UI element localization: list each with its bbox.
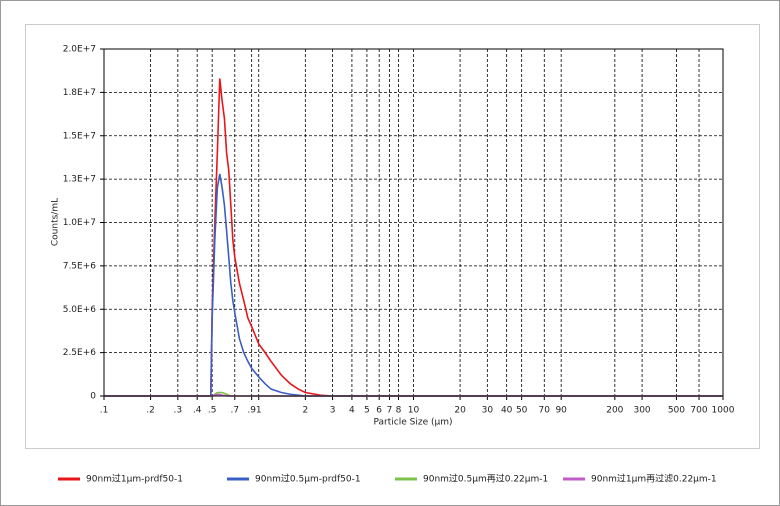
x-tick-label: 1000: [712, 406, 735, 416]
y-tick-label: 1.0E+7: [63, 218, 96, 228]
x-tick-label: 7: [387, 406, 393, 416]
legend-label: 90nm过1μm再过滤0.22μm-1: [591, 473, 717, 485]
x-tick-label: .5: [208, 406, 217, 416]
y-tick-label: 5.0E+6: [63, 305, 97, 315]
legend-label: 90nm过0.5μm-prdf50-1: [255, 473, 361, 485]
x-tick-label: 8: [396, 406, 402, 416]
x-tick-label: .2: [146, 406, 155, 416]
x-tick-label: .1: [100, 406, 109, 416]
x-tick-label: 6: [376, 406, 382, 416]
x-tick-label: 500: [668, 406, 685, 416]
x-tick-label: 70: [539, 406, 551, 416]
x-tick-label: .4: [193, 406, 202, 416]
x-tick-label: 30: [482, 406, 494, 416]
x-tick-label: 4: [349, 406, 355, 416]
x-tick-label: .7: [230, 406, 239, 416]
y-tick-label: 1.3E+7: [63, 175, 96, 185]
plot-frame: [103, 48, 724, 397]
y-tick-label: 1.8E+7: [63, 88, 96, 98]
series-line: [104, 78, 723, 397]
x-tick-label: 5: [364, 406, 370, 416]
x-tick-label: 20: [454, 406, 466, 416]
x-tick-label: .9: [247, 406, 256, 416]
x-tick-label: 90: [555, 406, 567, 416]
y-tick-label: 1.5E+7: [63, 131, 96, 141]
y-tick-label: 2.5E+6: [63, 348, 97, 358]
legend-label: 90nm过0.5μm再过0.22μm-1: [423, 473, 548, 485]
x-tick-label: 50: [516, 406, 528, 416]
x-tick-label: 10: [408, 406, 420, 416]
y-axis-label: Counts/mL: [51, 198, 61, 246]
legend-label: 90nm过1μm-prdf50-1: [86, 473, 183, 485]
x-tick-label: 3: [330, 406, 336, 416]
x-tick-label: .3: [174, 406, 183, 416]
x-tick-label: 1: [256, 406, 262, 416]
x-tick-label: 700: [690, 406, 707, 416]
x-axis-label: Particle Size (μm): [374, 418, 453, 428]
x-tick-label: 300: [633, 406, 650, 416]
x-tick-label: 200: [606, 406, 623, 416]
y-tick-label: 0: [90, 392, 96, 402]
chart-panel: [25, 24, 760, 449]
y-tick-label: 7.5E+6: [63, 261, 97, 271]
y-tick-label: 2.0E+7: [63, 45, 96, 55]
x-tick-label: 40: [501, 406, 513, 416]
series-line: [104, 173, 723, 397]
x-tick-label: 2: [302, 406, 308, 416]
